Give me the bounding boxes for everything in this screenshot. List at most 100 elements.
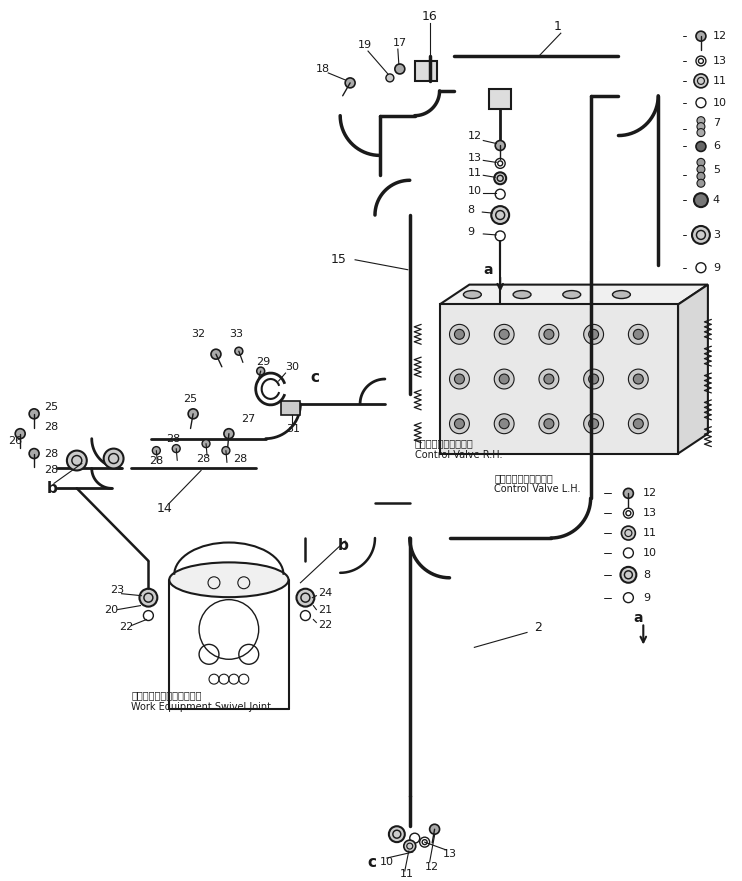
Circle shape — [29, 448, 39, 458]
Text: 26: 26 — [8, 435, 22, 446]
Circle shape — [494, 414, 514, 433]
Text: 21: 21 — [318, 604, 332, 615]
Circle shape — [694, 74, 708, 88]
Text: 28: 28 — [44, 422, 59, 432]
Circle shape — [455, 418, 464, 429]
Circle shape — [404, 840, 416, 852]
Circle shape — [588, 329, 599, 339]
Text: 20: 20 — [104, 604, 118, 615]
Text: 6: 6 — [713, 142, 720, 152]
Circle shape — [697, 116, 705, 124]
Text: 14: 14 — [157, 501, 172, 515]
Circle shape — [499, 418, 509, 429]
Text: 19: 19 — [358, 41, 372, 50]
Text: 作業機スイベルジョイント: 作業機スイベルジョイント — [131, 690, 202, 700]
Text: 17: 17 — [393, 38, 407, 48]
Circle shape — [539, 369, 559, 389]
Circle shape — [67, 450, 87, 470]
Text: 22: 22 — [119, 623, 134, 633]
Text: Work Equipment Swivel Joint: Work Equipment Swivel Joint — [131, 702, 272, 712]
Text: 25: 25 — [44, 402, 58, 411]
Bar — [415, 61, 436, 81]
Circle shape — [235, 347, 243, 355]
Bar — [280, 401, 301, 415]
Circle shape — [623, 488, 634, 499]
Text: Control Valve L.H.: Control Valve L.H. — [494, 485, 581, 494]
Text: 12: 12 — [424, 862, 439, 872]
Text: 12: 12 — [467, 130, 482, 141]
Circle shape — [202, 440, 210, 448]
Text: 28: 28 — [166, 433, 180, 444]
Text: c: c — [310, 369, 319, 384]
Circle shape — [386, 74, 394, 82]
Text: 28: 28 — [149, 455, 164, 465]
Circle shape — [104, 448, 124, 469]
Text: 32: 32 — [191, 329, 206, 339]
Text: 11: 11 — [400, 869, 414, 879]
Circle shape — [539, 324, 559, 344]
Text: 31: 31 — [286, 424, 301, 433]
Circle shape — [539, 414, 559, 433]
Circle shape — [139, 589, 157, 607]
Text: 9: 9 — [467, 227, 475, 237]
Circle shape — [499, 374, 509, 384]
Circle shape — [628, 414, 649, 433]
Text: 10: 10 — [380, 857, 394, 867]
Circle shape — [544, 418, 554, 429]
Circle shape — [697, 159, 705, 167]
Circle shape — [622, 526, 635, 540]
Circle shape — [697, 129, 705, 137]
Text: 28: 28 — [44, 465, 59, 476]
Circle shape — [588, 418, 599, 429]
Circle shape — [495, 141, 505, 151]
Text: 4: 4 — [713, 196, 720, 205]
Circle shape — [628, 324, 649, 344]
Circle shape — [696, 142, 706, 152]
Text: 23: 23 — [110, 585, 124, 595]
Text: a: a — [634, 611, 643, 625]
Text: 11: 11 — [643, 528, 657, 538]
Text: 3: 3 — [713, 230, 720, 240]
Text: 12: 12 — [643, 488, 657, 499]
Text: b: b — [47, 481, 58, 496]
Text: 10: 10 — [713, 98, 727, 107]
Circle shape — [224, 429, 234, 439]
Text: 30: 30 — [286, 362, 300, 372]
Circle shape — [188, 409, 198, 418]
Text: 28: 28 — [233, 454, 247, 463]
Circle shape — [172, 445, 180, 453]
Text: a: a — [483, 263, 493, 277]
Text: 13: 13 — [467, 153, 482, 163]
Circle shape — [634, 418, 643, 429]
Circle shape — [450, 324, 470, 344]
Text: 8: 8 — [467, 205, 475, 215]
Ellipse shape — [464, 291, 482, 299]
Circle shape — [494, 173, 506, 184]
Text: b: b — [338, 538, 349, 553]
Circle shape — [222, 447, 230, 455]
Text: 28: 28 — [44, 448, 59, 459]
Text: 22: 22 — [318, 620, 332, 631]
Circle shape — [697, 173, 705, 181]
Circle shape — [697, 122, 705, 130]
Text: Control Valve R.H.: Control Valve R.H. — [415, 449, 502, 460]
Circle shape — [450, 414, 470, 433]
Text: 24: 24 — [318, 588, 332, 597]
Text: 13: 13 — [713, 56, 727, 66]
Text: 12: 12 — [713, 31, 727, 41]
Circle shape — [544, 374, 554, 384]
Text: 8: 8 — [643, 570, 651, 580]
Ellipse shape — [612, 291, 631, 299]
Text: 10: 10 — [467, 186, 482, 196]
Circle shape — [211, 349, 221, 359]
Circle shape — [491, 206, 509, 224]
Text: コントロールバルブ左: コントロールバルブ左 — [494, 473, 553, 484]
Circle shape — [152, 447, 160, 455]
Text: 5: 5 — [713, 166, 720, 175]
Text: 10: 10 — [643, 548, 657, 558]
Text: 11: 11 — [467, 168, 482, 178]
Circle shape — [430, 825, 439, 834]
Text: 33: 33 — [229, 329, 243, 339]
Circle shape — [389, 826, 405, 842]
Circle shape — [620, 566, 637, 582]
